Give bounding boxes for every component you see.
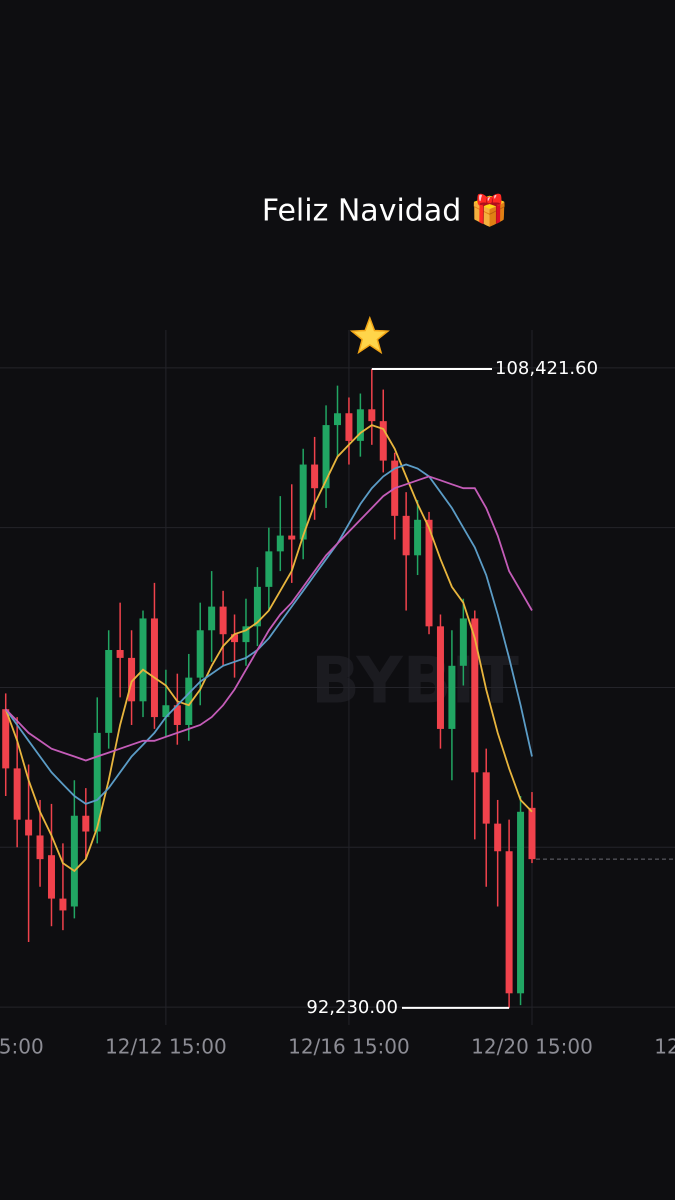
candle-body bbox=[253, 586, 261, 627]
candle-body bbox=[173, 705, 181, 725]
candle-body bbox=[13, 768, 21, 820]
candle-body bbox=[25, 819, 33, 836]
x-tick-label: 12/16 15:00 bbox=[288, 1035, 410, 1059]
moving-average-line bbox=[4, 424, 533, 873]
moving-average-line bbox=[4, 463, 533, 805]
candle-body bbox=[208, 606, 216, 631]
candle-body bbox=[517, 811, 525, 994]
x-tick-label: 12/08 15:00 bbox=[0, 1035, 44, 1059]
chart-title: Feliz Navidad 🎁 bbox=[262, 193, 508, 229]
candle-body bbox=[471, 618, 479, 773]
candle-body bbox=[47, 855, 55, 899]
candle-body bbox=[105, 650, 113, 733]
candle-body bbox=[70, 815, 78, 907]
candle-body bbox=[368, 409, 376, 422]
annotation-label: 92,230.00 bbox=[306, 997, 398, 1018]
candle-body bbox=[93, 732, 101, 832]
candle-body bbox=[528, 807, 536, 860]
candle-body bbox=[59, 898, 67, 911]
watermark: BYBIT bbox=[311, 645, 519, 719]
annotation-label: 108,421.60 bbox=[495, 358, 598, 379]
candle-body bbox=[425, 519, 433, 627]
candle-body bbox=[494, 823, 502, 852]
star-icon bbox=[349, 315, 390, 355]
candle-body bbox=[505, 851, 513, 994]
x-tick-label: 12/24 15:00 bbox=[654, 1035, 675, 1059]
candle-body bbox=[242, 626, 250, 643]
candle-body bbox=[276, 535, 284, 552]
candle-body bbox=[128, 657, 136, 702]
candle-body bbox=[402, 515, 410, 556]
candle-body bbox=[334, 413, 341, 426]
candle-body bbox=[299, 464, 307, 540]
candle-body bbox=[82, 815, 90, 832]
candle-body bbox=[219, 606, 227, 635]
x-tick-label: 12/20 15:00 bbox=[471, 1035, 593, 1059]
candle-body bbox=[345, 413, 353, 441]
candle-body bbox=[379, 421, 387, 461]
candle-body bbox=[311, 464, 319, 489]
candle-body bbox=[196, 630, 204, 678]
candle-body bbox=[356, 409, 364, 441]
candle-body bbox=[436, 626, 444, 729]
candle-body bbox=[139, 618, 147, 702]
candle-body bbox=[2, 709, 10, 769]
candle-body bbox=[414, 519, 422, 556]
candle-body bbox=[448, 665, 456, 729]
candle-body bbox=[322, 425, 330, 489]
candle-body bbox=[288, 535, 296, 540]
candle-body bbox=[185, 677, 193, 725]
moving-average-line bbox=[5, 475, 533, 762]
candle-body bbox=[265, 551, 273, 587]
candle-body bbox=[231, 634, 239, 643]
candle-body bbox=[150, 618, 158, 718]
candle-body bbox=[116, 650, 124, 658]
candle-body bbox=[36, 835, 44, 860]
candle-body bbox=[482, 772, 490, 824]
candle-body bbox=[459, 618, 467, 666]
candle-body bbox=[162, 705, 170, 718]
x-tick-label: 12/12 15:00 bbox=[105, 1035, 227, 1059]
plot: 12/08 15:00 12/12 15:00 12/16 15:00 12/20 1… bbox=[0, 315, 675, 1059]
